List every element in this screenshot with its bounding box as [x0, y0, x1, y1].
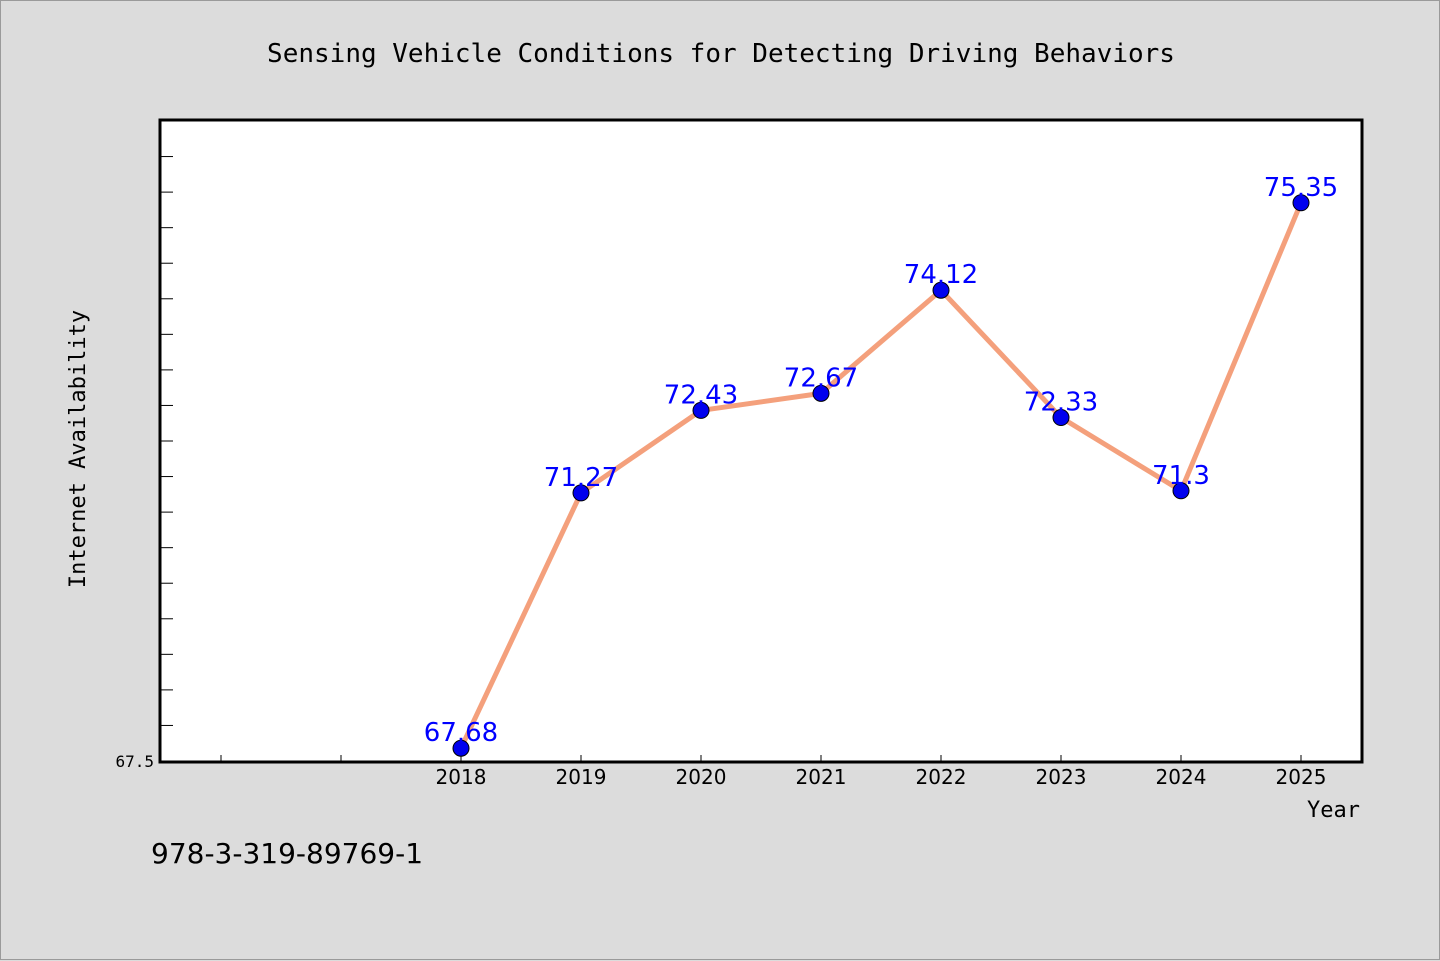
data-point: [1172, 482, 1190, 500]
x-axis-label: Year: [1307, 798, 1360, 823]
data-labels: 67.68 71.27 72.43 72.67 74.12 72.33 71.3 75.35: [424, 173, 1338, 748]
data-point: [1292, 194, 1310, 212]
data-point: [452, 739, 470, 757]
data-point: [812, 384, 830, 402]
series-line: [458, 201, 1304, 750]
data-label: 74.12: [904, 260, 978, 290]
x-tick-label: 2018: [436, 765, 487, 789]
x-axis-ticks: [220, 755, 1302, 761]
x-tick-label: 2023: [1036, 765, 1087, 789]
data-label: 75.35: [1264, 173, 1338, 203]
series-markers: [452, 194, 1310, 757]
data-label: 67.68: [424, 718, 498, 748]
data-label: 71.27: [544, 463, 618, 493]
x-tick-label: 2025: [1276, 765, 1327, 789]
x-tick-label: 2022: [916, 765, 967, 789]
data-point: [572, 484, 590, 502]
y-tick-label: 67.5: [115, 752, 154, 771]
data-point: [692, 401, 710, 419]
data-point: [932, 281, 950, 299]
data-label: 71.3: [1152, 461, 1210, 491]
chart-title: Sensing Vehicle Conditions for Detecting…: [267, 39, 1175, 69]
x-tick-label: 2021: [796, 765, 847, 789]
x-tick-label: 2019: [556, 765, 607, 789]
plot-area: [158, 118, 1364, 764]
data-label: 72.33: [1024, 388, 1098, 418]
data-label: 72.67: [784, 363, 858, 393]
y-axis-ticks: [161, 120, 173, 762]
data-point: [1052, 409, 1070, 427]
x-tick-labels: 2018 2019 2020 2021 2022 2023 2024 2025: [436, 765, 1327, 789]
x-tick-label: 2020: [676, 765, 727, 789]
data-label: 72.43: [664, 380, 738, 410]
x-tick-label: 2024: [1156, 765, 1207, 789]
footer-isbn: 978-3-319-89769-1: [151, 837, 423, 870]
y-axis-label: Internet Availability: [66, 310, 91, 588]
